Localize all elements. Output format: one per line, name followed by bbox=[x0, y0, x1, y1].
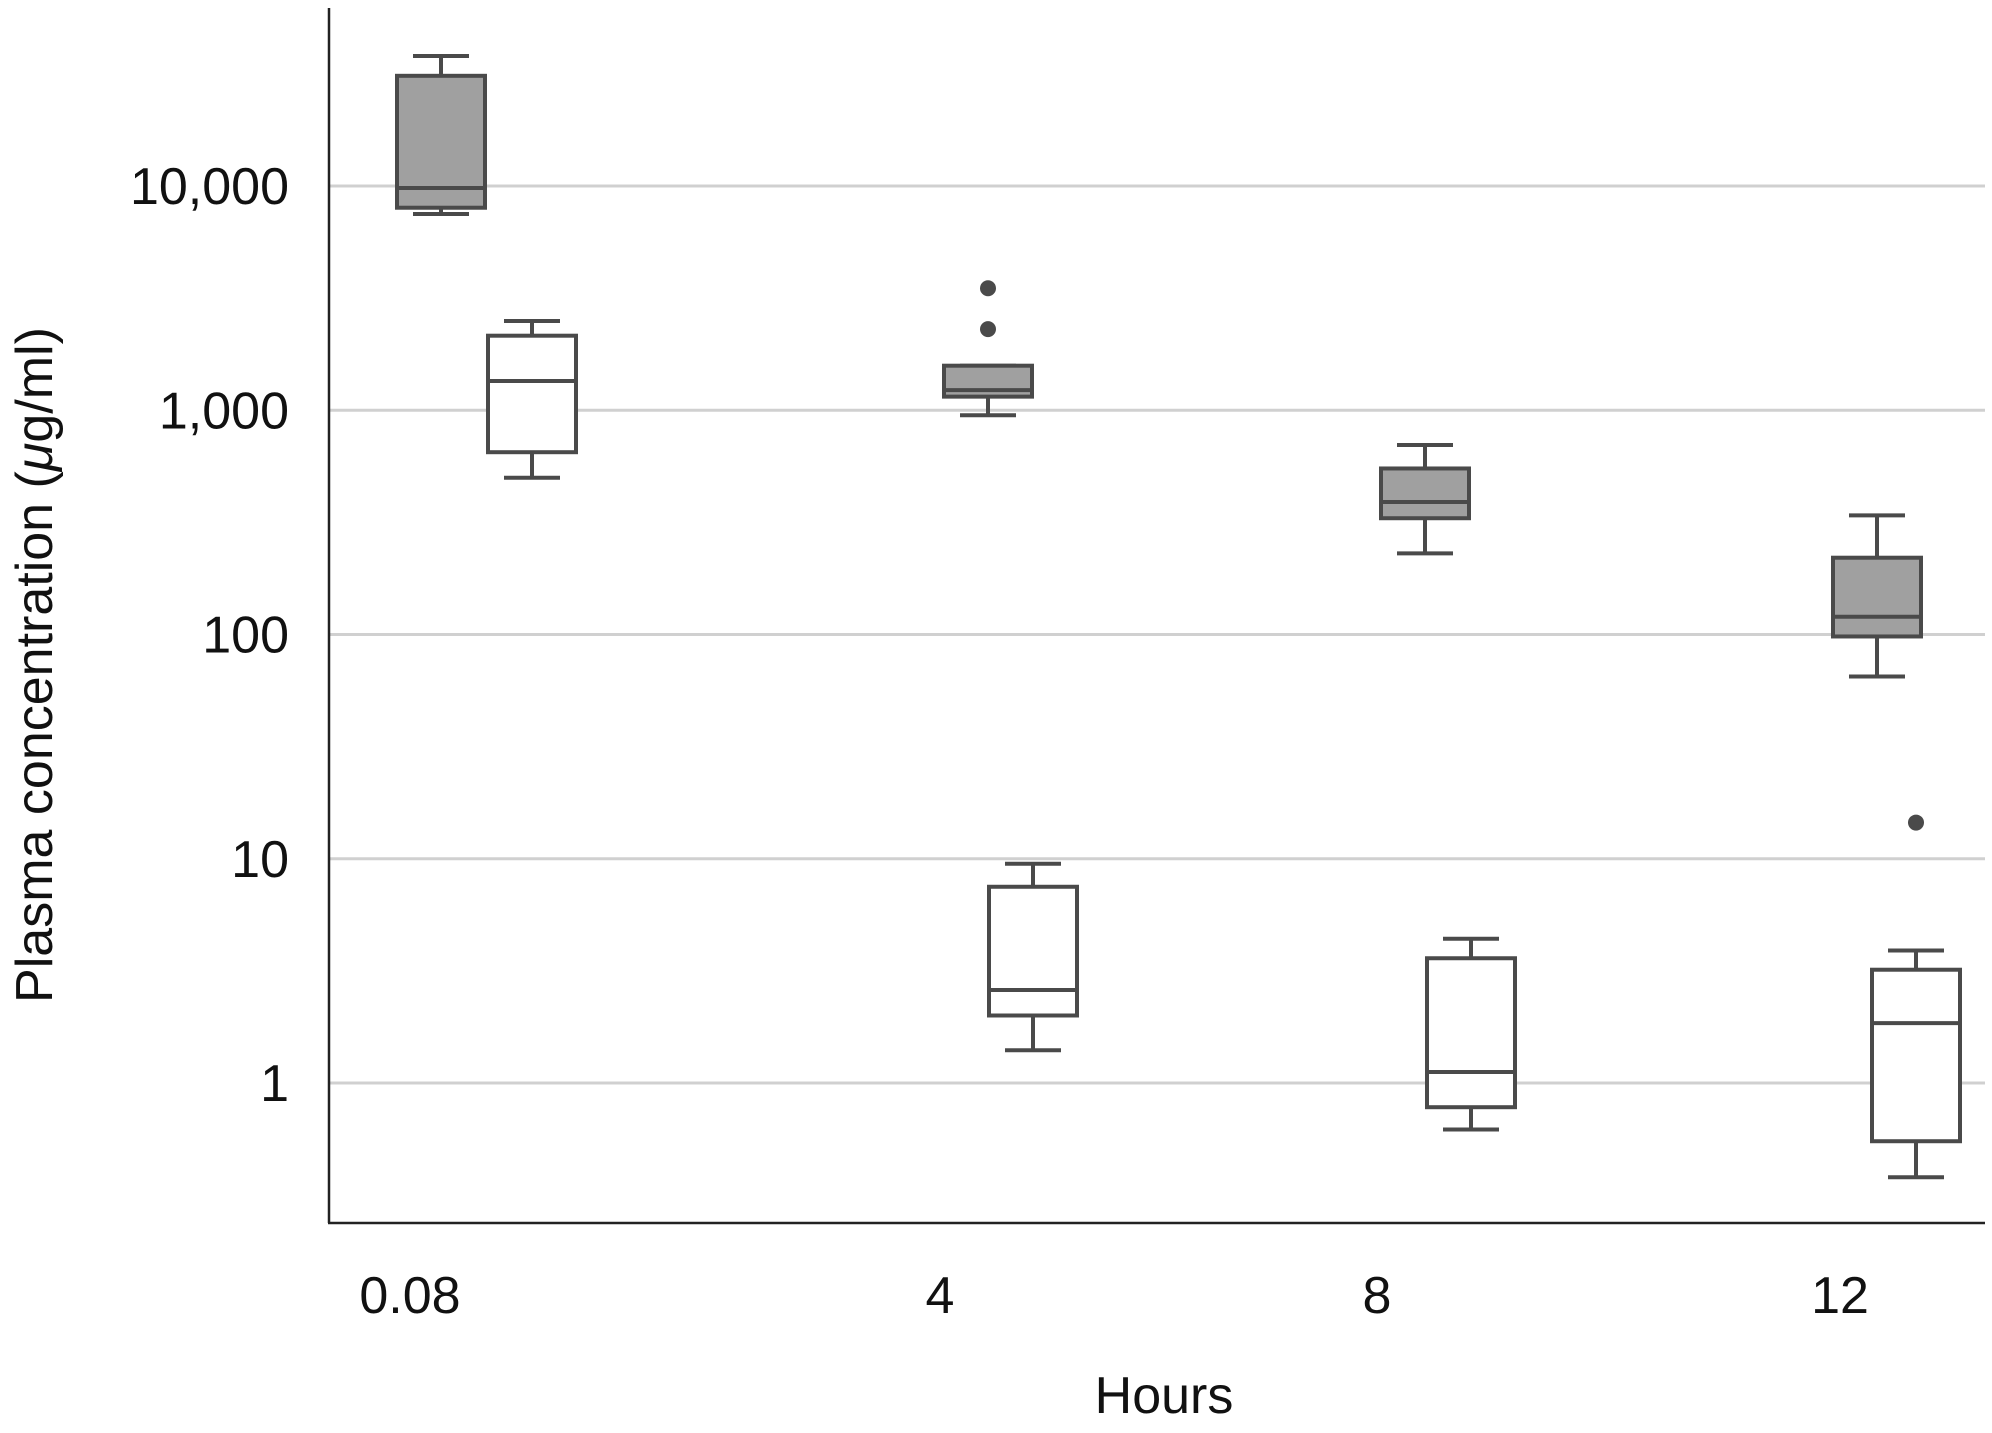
y-tick-label-100: 100 bbox=[202, 607, 289, 665]
x-tick-label-12: 12 bbox=[1811, 1267, 1869, 1325]
y-tick-label-1: 1 bbox=[260, 1055, 289, 1113]
boxes bbox=[395, 53, 1962, 1180]
box-white-0.08 bbox=[486, 319, 578, 480]
y-axis-title-rest: g/ml) bbox=[6, 327, 64, 443]
box-iqr bbox=[1831, 555, 1923, 639]
outlier-point bbox=[980, 321, 996, 338]
box-white-4 bbox=[987, 861, 1079, 1053]
box-gray-0.08 bbox=[395, 53, 487, 217]
box-iqr bbox=[395, 73, 487, 210]
box-iqr bbox=[1379, 466, 1471, 521]
y-tick-label-10,000: 10,000 bbox=[130, 158, 289, 216]
gridlines bbox=[329, 184, 1985, 1085]
y-tick-label-1,000: 1,000 bbox=[159, 382, 289, 440]
box-iqr bbox=[1425, 956, 1517, 1110]
outlier-point bbox=[1908, 814, 1924, 831]
box-white-12 bbox=[1870, 814, 1962, 1180]
x-axis-title: Hours bbox=[1095, 1367, 1234, 1425]
outlier-point bbox=[980, 280, 996, 297]
box-iqr bbox=[987, 884, 1079, 1018]
y-axis-title-mu: μ bbox=[6, 443, 64, 474]
box-iqr bbox=[1870, 967, 1962, 1144]
y-axis-title-main: Plasma concentration ( bbox=[6, 470, 64, 1002]
y-tick-labels: 1 10 100 1,000 10,000 bbox=[130, 158, 289, 1113]
box-gray-12 bbox=[1831, 513, 1923, 679]
box-iqr bbox=[486, 333, 578, 455]
box-white-8 bbox=[1425, 936, 1517, 1132]
axes bbox=[327, 8, 1985, 1225]
box-gray-4 bbox=[942, 280, 1034, 418]
box-gray-8 bbox=[1379, 442, 1471, 556]
x-tick-label-0.08: 0.08 bbox=[359, 1267, 460, 1325]
x-tick-labels: 0.08 4 8 12 bbox=[359, 1267, 1869, 1325]
y-axis-title: Plasma concentration (μg/ml) bbox=[6, 327, 64, 1003]
y-tick-label-10: 10 bbox=[231, 831, 289, 889]
x-tick-label-8: 8 bbox=[1363, 1267, 1392, 1325]
x-tick-label-4: 4 bbox=[926, 1267, 955, 1325]
